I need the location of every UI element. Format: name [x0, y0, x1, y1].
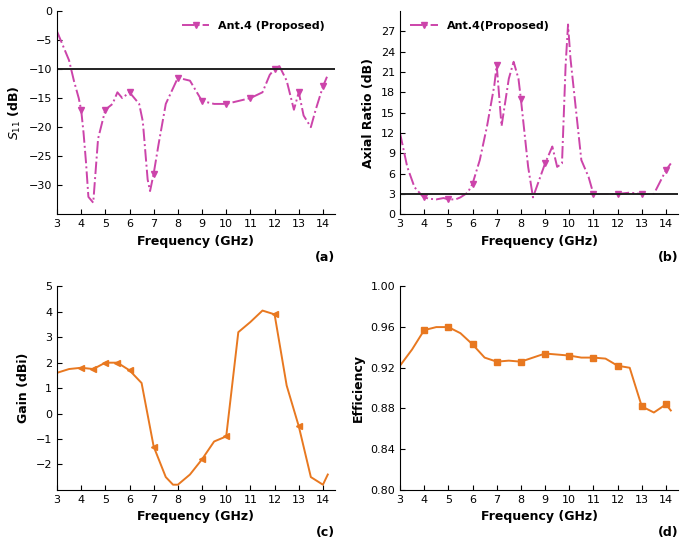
- Y-axis label: Gain (dBi): Gain (dBi): [17, 353, 30, 423]
- X-axis label: Frequency (GHz): Frequency (GHz): [138, 234, 255, 248]
- X-axis label: Frequency (GHz): Frequency (GHz): [480, 510, 597, 523]
- Legend: Ant.4 (Proposed): Ant.4 (Proposed): [177, 16, 329, 35]
- Text: (a): (a): [315, 251, 335, 264]
- Text: (c): (c): [316, 527, 335, 540]
- Y-axis label: Efficiency: Efficiency: [351, 354, 364, 422]
- X-axis label: Frequency (GHz): Frequency (GHz): [138, 510, 255, 523]
- Text: (d): (d): [658, 527, 678, 540]
- Y-axis label: Axial Ratio (dB): Axial Ratio (dB): [362, 58, 375, 168]
- Y-axis label: $S_{11}$ (dB): $S_{11}$ (dB): [7, 85, 23, 140]
- X-axis label: Frequency (GHz): Frequency (GHz): [480, 234, 597, 248]
- Text: (b): (b): [658, 251, 678, 264]
- Legend: Ant.4(Proposed): Ant.4(Proposed): [406, 16, 554, 35]
